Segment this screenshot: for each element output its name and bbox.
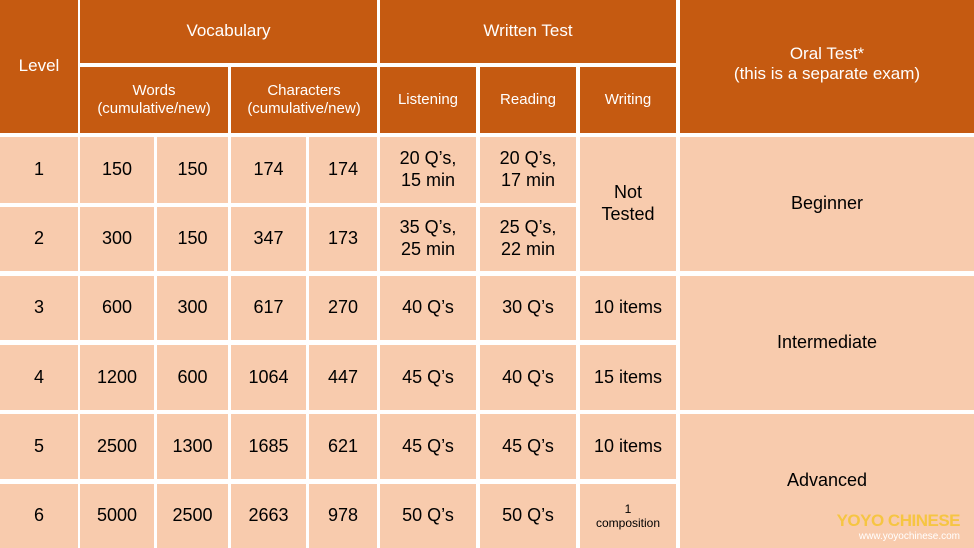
writing-cell: 10 items (580, 276, 676, 340)
level-cell: 5 (0, 414, 78, 479)
logo-title: YOYO CHINESE (836, 511, 961, 530)
words-new-cell: 150 (157, 137, 228, 203)
header-reading: Reading (480, 67, 576, 133)
oral-cell: Beginner (680, 137, 974, 271)
writing-cell: 1 composition (580, 484, 676, 548)
words-cumulative-cell: 600 (80, 276, 154, 340)
header-words: Words (cumulative/new) (80, 67, 228, 133)
header-level: Level (0, 0, 78, 133)
characters-new-cell: 447 (309, 345, 377, 410)
writing-cell: 10 items (580, 414, 676, 479)
characters-cumulative-cell: 174 (231, 137, 306, 203)
logo: YOYO CHINESE www.yoyochinese.com (836, 511, 961, 542)
header-listening: Listening (380, 67, 476, 133)
words-cumulative-cell: 150 (80, 137, 154, 203)
words-new-cell: 1300 (157, 414, 228, 479)
characters-new-cell: 174 (309, 137, 377, 203)
logo-url: www.yoyochinese.com (858, 531, 960, 542)
words-new-cell: 150 (157, 207, 228, 271)
reading-cell: 50 Q’s (480, 484, 576, 548)
words-cumulative-cell: 300 (80, 207, 154, 271)
listening-cell: 35 Q’s, 25 min (380, 207, 476, 271)
words-cumulative-cell: 1200 (80, 345, 154, 410)
characters-cumulative-cell: 347 (231, 207, 306, 271)
writing-cell: 15 items (580, 345, 676, 410)
listening-cell: 45 Q’s (380, 345, 476, 410)
header-vocabulary: Vocabulary (80, 0, 377, 63)
listening-cell: 20 Q’s, 15 min (380, 137, 476, 203)
words-new-cell: 2500 (157, 484, 228, 548)
listening-cell: 45 Q’s (380, 414, 476, 479)
oral-cell: Intermediate (680, 276, 974, 410)
reading-cell: 45 Q’s (480, 414, 576, 479)
header-oral-test: Oral Test* (this is a separate exam) (680, 0, 974, 133)
oral-cell: Advanced (680, 414, 974, 548)
listening-cell: 40 Q’s (380, 276, 476, 340)
characters-new-cell: 978 (309, 484, 377, 548)
header-writing: Writing (580, 67, 676, 133)
characters-cumulative-cell: 617 (231, 276, 306, 340)
level-cell: 6 (0, 484, 78, 548)
reading-cell: 40 Q’s (480, 345, 576, 410)
characters-new-cell: 621 (309, 414, 377, 479)
reading-cell: 25 Q’s, 22 min (480, 207, 576, 271)
reading-cell: 20 Q’s, 17 min (480, 137, 576, 203)
level-cell: 1 (0, 137, 78, 203)
words-new-cell: 300 (157, 276, 228, 340)
words-cumulative-cell: 2500 (80, 414, 154, 479)
header-written-test: Written Test (380, 0, 676, 63)
level-cell: 2 (0, 207, 78, 271)
level-cell: 3 (0, 276, 78, 340)
listening-cell: 50 Q’s (380, 484, 476, 548)
words-new-cell: 600 (157, 345, 228, 410)
characters-cumulative-cell: 1064 (231, 345, 306, 410)
characters-new-cell: 173 (309, 207, 377, 271)
level-cell: 4 (0, 345, 78, 410)
characters-new-cell: 270 (309, 276, 377, 340)
words-cumulative-cell: 5000 (80, 484, 154, 548)
reading-cell: 30 Q’s (480, 276, 576, 340)
characters-cumulative-cell: 1685 (231, 414, 306, 479)
characters-cumulative-cell: 2663 (231, 484, 306, 548)
header-characters: Characters (cumulative/new) (231, 67, 377, 133)
writing-cell: Not Tested (580, 137, 676, 271)
